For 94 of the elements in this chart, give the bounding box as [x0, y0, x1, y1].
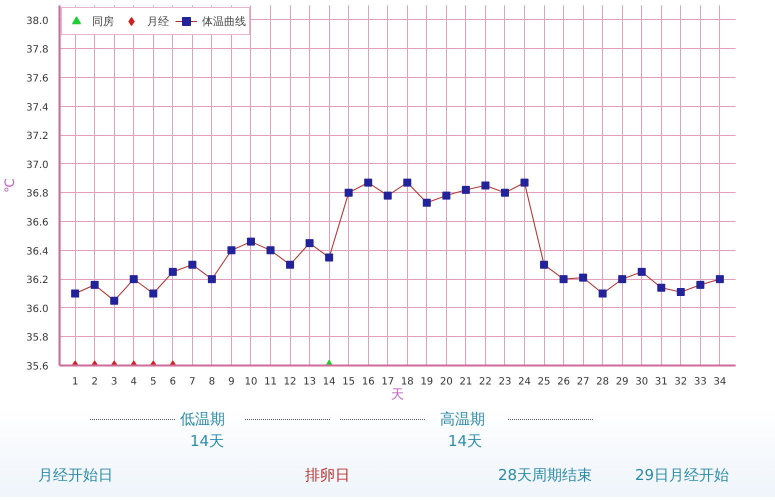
point: [286, 260, 294, 269]
point: [208, 275, 216, 284]
x-tick-label: 22: [479, 376, 492, 388]
y-tick-label: 36.2: [26, 275, 48, 286]
point: [442, 192, 450, 200]
point: [638, 268, 646, 276]
y-tick-label: 36.0: [26, 304, 48, 315]
text: 29日月经开始: [635, 465, 730, 486]
y-tick-label: 36.6: [26, 218, 48, 228]
y-tick-label: 38.0: [26, 16, 48, 27]
y-tick-label: 36.4: [26, 246, 48, 258]
point: [227, 246, 236, 254]
text: 低温期: [180, 409, 225, 430]
point: [246, 238, 255, 246]
x-tick-label: 3: [111, 376, 118, 388]
legend-label: 体温曲线: [202, 14, 246, 28]
legend-label: 月经: [147, 14, 169, 28]
y-tick-label: 36.8: [26, 188, 48, 200]
point: [168, 268, 177, 276]
point: [188, 260, 196, 269]
text: 14天: [448, 431, 482, 452]
point: [696, 280, 704, 289]
point: [598, 290, 607, 298]
point: [90, 280, 99, 289]
y-tick-label: 35.6: [26, 362, 48, 372]
point: [540, 260, 548, 269]
x-tick-label: 27: [576, 376, 590, 388]
y-axis-title: ℃: [3, 178, 18, 193]
x-tick-label: 14: [322, 376, 336, 388]
x-tick-label: 1: [72, 376, 78, 388]
x-tick-label: 9: [228, 376, 235, 388]
point: [618, 275, 626, 284]
point: [149, 290, 158, 298]
x-tick-label: 21: [460, 376, 472, 388]
text: 月经开始日: [38, 465, 113, 486]
x-tick-label: 15: [342, 376, 356, 388]
point: [520, 178, 528, 187]
x-tick-label: 31: [654, 376, 668, 388]
point: [266, 246, 275, 254]
y-tick-label: 37.8: [26, 44, 48, 56]
x-tick-label: 6: [170, 376, 176, 388]
x-tick-label: 7: [189, 376, 196, 388]
x-tick-label: 30: [635, 376, 648, 388]
x-tick-label: 4: [130, 376, 137, 388]
legend-label: 同房: [92, 14, 114, 28]
y-tick-label: 37.4: [26, 102, 48, 114]
x-tick-label: 2: [91, 376, 98, 388]
point: [657, 284, 666, 292]
text: 14天: [190, 431, 224, 452]
x-tick-label: 25: [538, 376, 550, 388]
point: [500, 188, 509, 197]
x-tick-label: 19: [420, 376, 434, 388]
x-tick-label: 8: [208, 376, 216, 388]
x-tick-label: 33: [694, 376, 707, 388]
y-tick-label: 37.2: [26, 131, 48, 142]
x-tick-label: 16: [362, 376, 375, 388]
point: [403, 178, 412, 187]
point: [130, 275, 138, 284]
x-tick-label: 26: [557, 376, 570, 388]
y-tick-label: 37.0: [26, 160, 48, 171]
y-tick-label: 35.8: [26, 332, 48, 344]
x-tick-label: 5: [150, 376, 156, 388]
point: [364, 178, 372, 187]
point: [306, 239, 314, 248]
x-tick-label: 23: [498, 376, 512, 388]
point: [560, 275, 568, 284]
x-tick-label: 29: [616, 376, 629, 388]
point: [422, 198, 431, 207]
x-tick-label: 32: [674, 376, 688, 388]
x-tick-label: 28: [596, 376, 610, 388]
text: 高温期: [440, 409, 485, 430]
text: 排卵日: [305, 465, 350, 486]
x-tick-label: 17: [381, 376, 394, 388]
point: [462, 186, 470, 194]
x-tick-label: 20: [440, 376, 453, 388]
point: [344, 188, 353, 197]
point: [676, 288, 685, 296]
x-tick-label: 18: [400, 376, 414, 388]
point: [110, 296, 118, 305]
x-tick-label: 10: [244, 376, 258, 388]
x-tick-label: 24: [518, 376, 531, 388]
y-tick-label: 37.6: [26, 74, 48, 84]
x-tick-label: 12: [284, 376, 296, 388]
point: [384, 192, 392, 200]
x-tick-label: 13: [303, 376, 316, 388]
point: [716, 275, 724, 284]
point: [325, 254, 334, 262]
point: [579, 274, 588, 282]
x-tick-label: 11: [264, 376, 277, 388]
point: [71, 290, 80, 298]
x-tick-label: 34: [714, 376, 726, 388]
x-axis-title: 天: [391, 388, 404, 402]
text: 28天周期结束: [498, 465, 592, 486]
point: [481, 182, 490, 190]
